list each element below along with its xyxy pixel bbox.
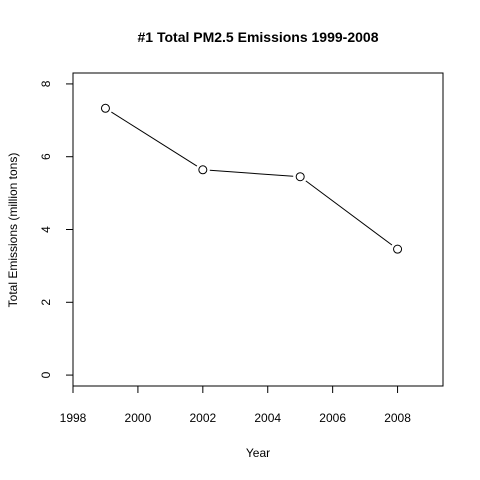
y-tick-label: 4	[39, 226, 53, 233]
x-tick-label: 1998	[60, 411, 87, 425]
x-tick-label: 2004	[254, 411, 281, 425]
y-axis: 0 2 4 6 8	[39, 80, 74, 378]
x-tick-label: 2002	[189, 411, 216, 425]
x-axis-label: Year	[246, 446, 270, 460]
data-point	[295, 172, 305, 182]
data-point	[100, 103, 110, 113]
x-tick-label: 2008	[384, 411, 411, 425]
x-axis: 1998 2000 2002 2004 2006 2008	[60, 385, 411, 425]
series-segment	[305, 180, 393, 246]
x-tick-label: 2006	[319, 411, 346, 425]
series-segment	[209, 169, 294, 177]
series-segment	[111, 111, 198, 167]
plot-frame	[72, 72, 444, 387]
y-tick-label: 2	[39, 299, 53, 306]
series-line	[111, 111, 393, 246]
y-tick-label: 0	[39, 371, 53, 378]
x-tick-label: 2000	[125, 411, 152, 425]
data-points	[100, 103, 403, 254]
data-point	[393, 244, 403, 254]
chart-title: #1 Total PM2.5 Emissions 1999-2008	[138, 29, 379, 45]
data-point	[198, 165, 208, 175]
y-axis-label: Total Emissions (million tons)	[6, 153, 20, 308]
y-tick-label: 8	[39, 80, 53, 87]
y-tick-label: 6	[39, 153, 53, 160]
